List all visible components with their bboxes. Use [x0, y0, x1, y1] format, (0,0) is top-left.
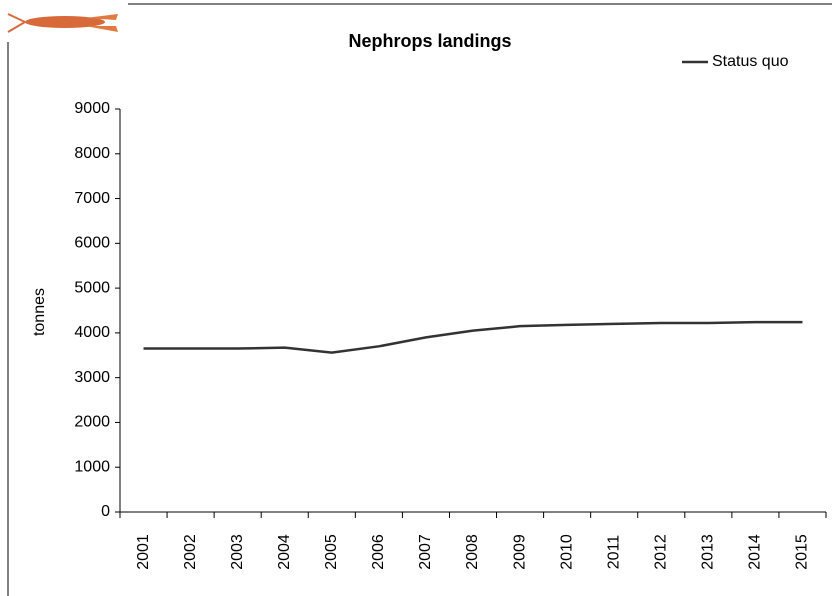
y-tick-label: 9000 [74, 100, 110, 117]
x-tick-label: 2006 [370, 534, 387, 570]
x-tick-label: 2009 [511, 534, 528, 570]
y-tick-label: 1000 [74, 458, 110, 475]
y-tick-label: 0 [101, 503, 110, 520]
x-tick-label: 2002 [182, 534, 199, 570]
y-tick-label: 3000 [74, 369, 110, 386]
x-tick-label: 2007 [417, 534, 434, 570]
x-tick-label: 2003 [229, 534, 246, 570]
x-tick-label: 2015 [794, 534, 811, 570]
x-tick-label: 2008 [464, 534, 481, 570]
x-tick-label: 2014 [747, 534, 764, 570]
x-tick-label: 2005 [323, 534, 340, 570]
x-tick-label: 2012 [652, 534, 669, 570]
x-tick-label: 2001 [135, 534, 152, 570]
y-tick-label: 6000 [74, 235, 110, 252]
x-tick-label: 2013 [700, 534, 717, 570]
x-tick-label: 2011 [605, 535, 622, 570]
chart-title: Nephrops landings [348, 31, 511, 51]
y-tick-label: 5000 [74, 279, 110, 296]
logo [7, 13, 118, 33]
y-tick-label: 8000 [74, 145, 110, 162]
y-tick-label: 2000 [74, 414, 110, 431]
x-tick-label: 2004 [276, 534, 293, 570]
legend-label: Status quo [712, 53, 789, 70]
y-tick-label: 4000 [74, 324, 110, 341]
y-axis-label: tonnes [31, 288, 48, 336]
y-tick-label: 7000 [74, 190, 110, 207]
series-line [143, 320, 803, 354]
x-tick-label: 2010 [558, 534, 575, 570]
